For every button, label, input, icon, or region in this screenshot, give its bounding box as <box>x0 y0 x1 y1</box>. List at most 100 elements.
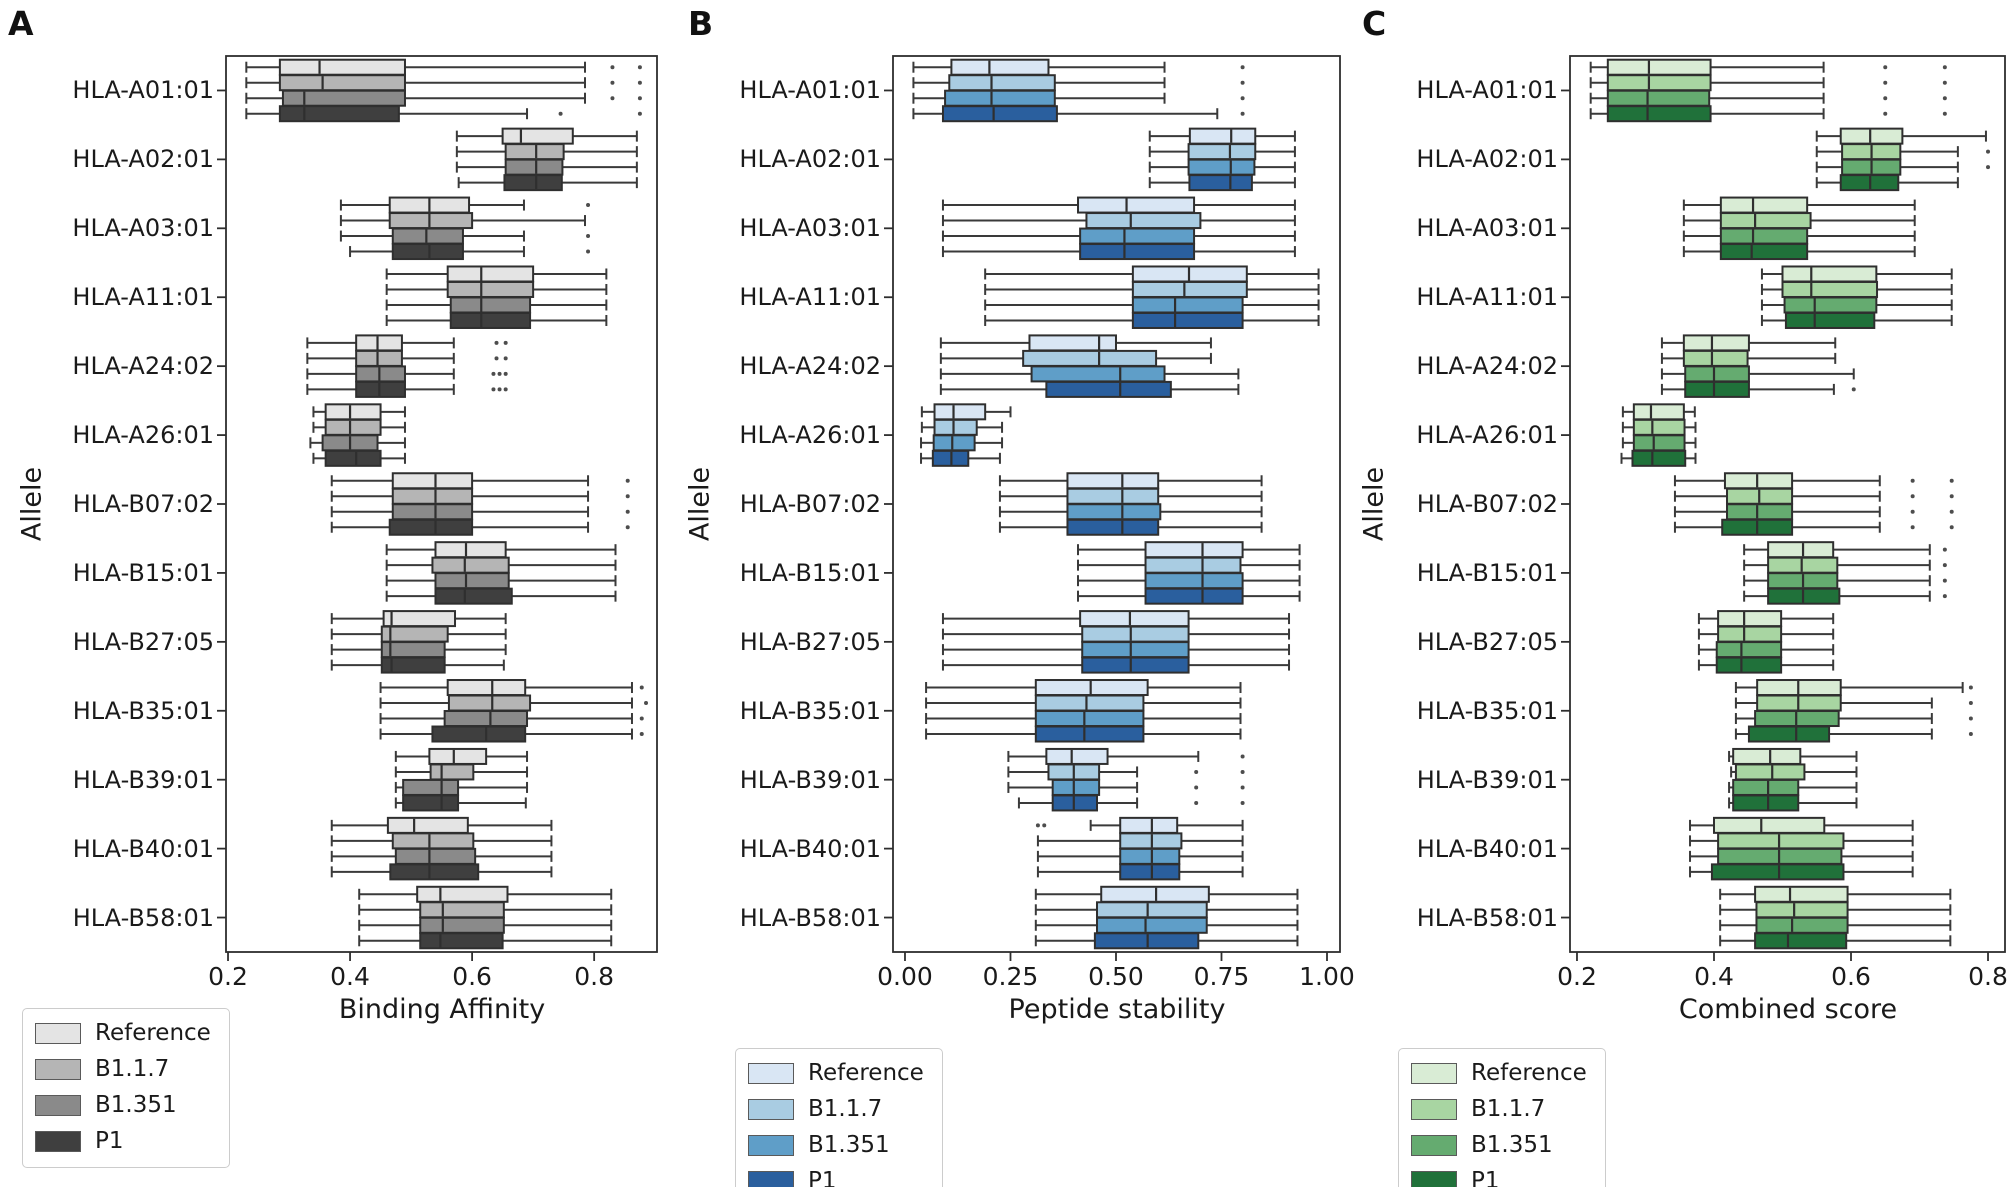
box-Reference <box>278 58 406 76</box>
box-Reference <box>1079 610 1190 628</box>
panel-b-x-axis-label: Peptide stability <box>1008 994 1226 1025</box>
box-B1.1.7 <box>1187 143 1257 161</box>
legend-label: B1.1.7 <box>1471 1096 1546 1122</box>
box-B1.1.7 <box>355 349 403 367</box>
box-B1.351 <box>1034 710 1145 728</box>
box-P1 <box>402 794 460 812</box>
plot-frame <box>892 55 1341 953</box>
box-Reference <box>1732 747 1802 765</box>
outlier-dot <box>610 65 615 70</box>
box-P1 <box>434 587 513 605</box>
box-B1.1.7 <box>446 280 535 298</box>
y-tick-label: HLA-A24:02 <box>739 352 881 381</box>
box-P1 <box>1684 380 1750 398</box>
box-P1 <box>1144 587 1244 605</box>
outlier-dot <box>644 701 649 706</box>
outlier-dot <box>586 203 591 208</box>
box-P1 <box>278 105 400 123</box>
panel-c-legend: Reference B1.1.7 B1.351 P1 <box>1398 1048 1606 1187</box>
legend-label: B1.351 <box>1471 1132 1553 1158</box>
outlier-dot <box>1194 769 1199 774</box>
box-B1.351 <box>1732 778 1800 796</box>
outlier-dot <box>497 387 502 392</box>
legend-swatch-icon <box>748 1134 794 1156</box>
box-P1 <box>388 518 474 536</box>
y-tick-label: HLA-B07:02 <box>72 490 214 518</box>
box-B1.1.7 <box>1632 418 1686 436</box>
box-Reference <box>1632 403 1685 421</box>
y-tick-label: HLA-A01:01 <box>1416 76 1558 105</box>
outlier-dot <box>491 387 496 392</box>
box-B1.351 <box>1131 296 1244 314</box>
outlier-dot <box>1240 65 1245 70</box>
legend-label: B1.351 <box>808 1132 890 1158</box>
outlier-dot <box>1194 785 1199 790</box>
y-tick-label: HLA-B40:01 <box>72 834 214 863</box>
box-Reference <box>950 58 1050 76</box>
outlier-dot <box>1986 165 1991 170</box>
legend-row: B1.351 <box>748 1133 924 1157</box>
box-B1.351 <box>1726 503 1794 521</box>
box-P1 <box>503 174 563 192</box>
box-P1 <box>1754 932 1848 950</box>
box-B1.351 <box>932 434 976 452</box>
box-B1.351 <box>1606 89 1711 107</box>
box-B1.351 <box>402 778 460 796</box>
outlier-dot <box>1883 80 1888 85</box>
box-Reference <box>1717 610 1783 628</box>
box-P1 <box>1719 243 1809 261</box>
legend-row: Reference <box>748 1061 924 1085</box>
x-tick-label: 0.00 <box>877 962 933 991</box>
box-P1 <box>1715 656 1783 674</box>
x-tick-label: 0.4 <box>330 962 370 991</box>
outlier-dot <box>1942 594 1947 599</box>
legend-row: B1.351 <box>35 1093 211 1117</box>
y-tick-label: HLA-B27:05 <box>739 627 881 656</box>
legend-row: P1 <box>1411 1169 1587 1187</box>
legend-row: Reference <box>1411 1061 1587 1085</box>
legend-swatch-icon <box>748 1098 794 1120</box>
box-Reference <box>382 610 457 628</box>
box-P1 <box>1045 380 1172 398</box>
y-tick-label: HLA-B39:01 <box>72 765 214 794</box>
outlier-dot <box>1883 65 1888 70</box>
outlier-dot <box>1042 823 1047 828</box>
x-tick-label: 0.6 <box>452 962 492 991</box>
box-B1.1.7 <box>1606 74 1712 92</box>
y-tick-label: HLA-B35:01 <box>739 696 881 725</box>
box-B1.351 <box>434 572 510 590</box>
box-B1.1.7 <box>391 832 475 850</box>
y-tick-label: HLA-B07:02 <box>739 490 881 518</box>
box-Reference <box>1839 127 1904 145</box>
outlier-dot <box>639 716 644 721</box>
outlier-dot <box>625 478 630 483</box>
box-P1 <box>380 656 446 674</box>
box-B1.1.7 <box>278 74 406 92</box>
outlier-dot <box>503 356 508 361</box>
y-tick-label: HLA-A26:01 <box>72 421 214 450</box>
outlier-dot <box>1986 149 1991 154</box>
box-Reference <box>355 334 403 352</box>
legend-swatch-icon <box>35 1094 81 1116</box>
box-Reference <box>1144 541 1244 559</box>
box-Reference <box>1028 334 1117 352</box>
plot-frame <box>1569 55 2006 953</box>
box-B1.1.7 <box>380 625 449 643</box>
box-P1 <box>1119 863 1181 881</box>
legend-label: B1.351 <box>95 1092 177 1118</box>
outlier-dot <box>639 685 644 690</box>
panel-a-letter: A <box>8 4 34 43</box>
outlier-dot <box>497 371 502 376</box>
legend-row: P1 <box>748 1169 924 1187</box>
box-B1.351 <box>394 847 477 865</box>
box-B1.1.7 <box>1734 763 1806 781</box>
box-B1.351 <box>281 89 406 107</box>
outlier-dot <box>1240 96 1245 101</box>
box-B1.1.7 <box>1131 280 1248 298</box>
box-B1.1.7 <box>1034 694 1145 712</box>
box-B1.351 <box>443 710 529 728</box>
outlier-dot <box>1949 478 1954 483</box>
box-Reference <box>1723 472 1794 490</box>
box-B1.351 <box>504 158 564 176</box>
outlier-dot <box>586 249 591 254</box>
